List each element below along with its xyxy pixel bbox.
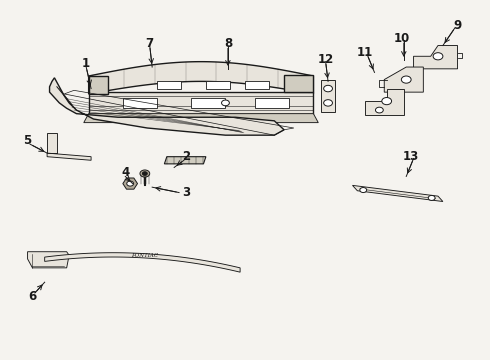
Circle shape <box>428 195 435 201</box>
Circle shape <box>127 181 134 186</box>
Circle shape <box>360 188 367 193</box>
Text: 4: 4 <box>121 166 129 179</box>
Polygon shape <box>47 153 91 160</box>
Circle shape <box>401 76 411 83</box>
Polygon shape <box>365 89 404 116</box>
Text: 6: 6 <box>28 290 37 303</box>
Polygon shape <box>157 81 181 89</box>
Text: 10: 10 <box>393 32 410 45</box>
Polygon shape <box>45 253 240 272</box>
Circle shape <box>433 53 443 60</box>
Text: 8: 8 <box>224 37 232 50</box>
Text: 13: 13 <box>403 150 419 163</box>
Polygon shape <box>47 134 57 153</box>
Polygon shape <box>123 98 157 108</box>
Polygon shape <box>206 81 230 89</box>
Polygon shape <box>84 114 318 123</box>
Text: 12: 12 <box>318 53 334 66</box>
Text: 3: 3 <box>182 186 191 199</box>
Polygon shape <box>27 252 69 268</box>
Circle shape <box>140 170 150 177</box>
Circle shape <box>143 172 147 175</box>
Circle shape <box>375 107 383 113</box>
Polygon shape <box>164 157 206 164</box>
Text: 5: 5 <box>24 134 32 147</box>
Polygon shape <box>89 92 314 114</box>
Text: 1: 1 <box>82 57 90 70</box>
Text: 11: 11 <box>357 46 373 59</box>
Circle shape <box>324 100 332 106</box>
Polygon shape <box>321 80 335 112</box>
Text: 9: 9 <box>453 19 462 32</box>
Polygon shape <box>352 185 443 202</box>
Polygon shape <box>284 75 314 92</box>
Text: PONTIAC: PONTIAC <box>131 253 158 258</box>
Polygon shape <box>49 78 284 135</box>
Polygon shape <box>191 98 225 108</box>
Circle shape <box>221 100 229 106</box>
Polygon shape <box>123 178 138 189</box>
Text: 2: 2 <box>182 150 191 163</box>
Circle shape <box>382 98 392 105</box>
Polygon shape <box>255 98 289 108</box>
Polygon shape <box>414 45 458 69</box>
Text: 7: 7 <box>146 37 154 50</box>
Polygon shape <box>89 62 314 94</box>
Circle shape <box>324 85 332 92</box>
Polygon shape <box>245 81 270 89</box>
Polygon shape <box>384 67 423 92</box>
Polygon shape <box>89 76 108 94</box>
